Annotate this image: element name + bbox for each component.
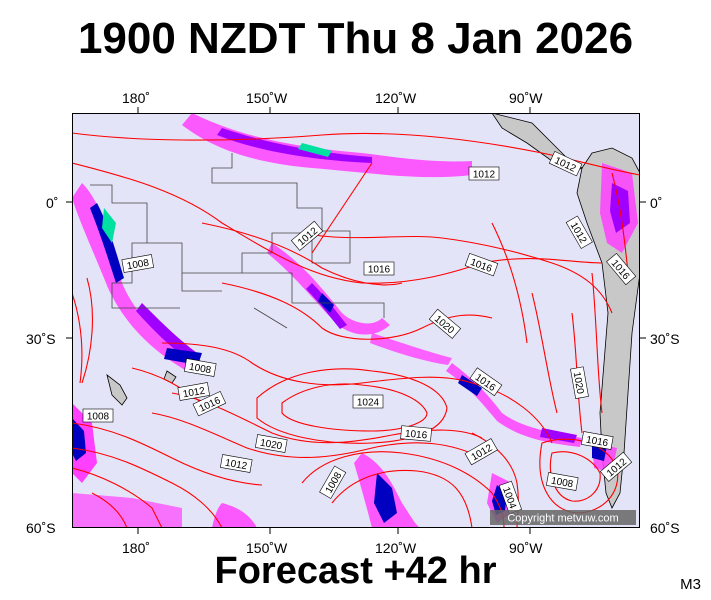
svg-text:1012: 1012 bbox=[473, 170, 496, 181]
isobar-label-group: 1012 1012 1012 1012 1016 1016 1016 1008 … bbox=[82, 151, 637, 515]
lat-label-right-0: 0˚ bbox=[650, 195, 663, 211]
lat-label-right-30s: 30˚S bbox=[650, 331, 680, 347]
svg-text:1008: 1008 bbox=[126, 258, 150, 273]
isobar-label: 1016 bbox=[581, 431, 614, 450]
svg-text:1012: 1012 bbox=[182, 386, 206, 401]
isobar-label: 1024 bbox=[352, 394, 384, 409]
isobar-label: 1008 bbox=[121, 254, 154, 273]
svg-text:1024: 1024 bbox=[357, 398, 380, 409]
isobar-label: 1020 bbox=[570, 366, 589, 399]
lon-label-top-180: 180˚ bbox=[122, 90, 151, 106]
isobar-label: 1008 bbox=[546, 472, 579, 491]
isobar-label: 1008 bbox=[184, 358, 217, 377]
svg-text:1020: 1020 bbox=[259, 438, 283, 453]
svg-text:1008: 1008 bbox=[188, 362, 212, 377]
svg-text:1008: 1008 bbox=[550, 476, 574, 491]
isobar-label: 1012 bbox=[468, 166, 500, 181]
ocean-background bbox=[72, 113, 640, 528]
lon-label-top-90w: 90˚W bbox=[509, 90, 543, 106]
rain-bands bbox=[72, 113, 638, 528]
isobar-label: 1016 bbox=[192, 391, 227, 417]
isobar-label: 1020 bbox=[255, 434, 288, 453]
svg-text:1016: 1016 bbox=[368, 265, 391, 276]
page-title: 1900 NZDT Thu 8 Jan 2026 bbox=[77, 14, 634, 63]
lon-label-top-120w: 120˚W bbox=[375, 90, 417, 106]
model-code: M3 bbox=[680, 576, 701, 593]
svg-text:1020: 1020 bbox=[571, 371, 586, 395]
svg-text:1008: 1008 bbox=[87, 412, 110, 423]
svg-text:1012: 1012 bbox=[224, 458, 248, 473]
lon-label-bottom-120w: 120˚W bbox=[375, 540, 417, 556]
lat-label-left-60s: 60˚S bbox=[26, 520, 56, 536]
isobar-label: 1012 bbox=[220, 454, 253, 473]
isobar-label: 1012 bbox=[177, 382, 210, 401]
map-frame bbox=[72, 113, 640, 528]
lon-label-bottom-90w: 90˚W bbox=[509, 540, 543, 556]
isobar-label: 1016 bbox=[400, 425, 432, 442]
lon-label-bottom-180: 180˚ bbox=[122, 540, 151, 556]
isobar-label: 1016 bbox=[363, 261, 395, 276]
lon-label-bottom-150w: 150˚W bbox=[246, 540, 288, 556]
lon-label-top-150w: 150˚W bbox=[246, 90, 288, 106]
copyright-text: Copyright metvuw.com bbox=[507, 513, 618, 525]
weather-map: 1012 1012 1012 1012 1016 1016 1016 1008 … bbox=[72, 113, 640, 528]
lat-label-left-30s: 30˚S bbox=[26, 331, 56, 347]
lat-label-right-60s: 60˚S bbox=[650, 520, 680, 536]
svg-text:1016: 1016 bbox=[585, 435, 609, 450]
isobar-label: 1008 bbox=[82, 408, 114, 423]
isobar-label: 1012 bbox=[548, 151, 583, 177]
lat-label-left-0: 0˚ bbox=[46, 195, 59, 211]
forecast-label: Forecast +42 hr bbox=[214, 550, 497, 592]
svg-text:1016: 1016 bbox=[404, 429, 428, 442]
new-zealand-land bbox=[106, 373, 128, 406]
copyright-box: Copyright metvuw.com bbox=[490, 510, 636, 525]
